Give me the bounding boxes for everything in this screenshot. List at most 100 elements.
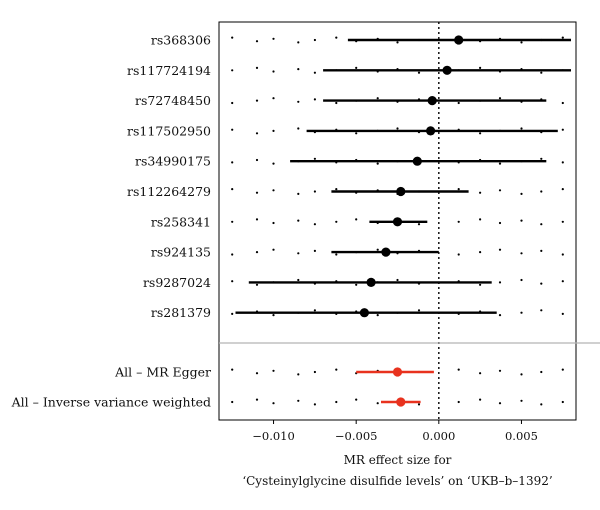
grid-dot [396,127,399,130]
grid-dot [231,161,234,164]
grid-dot [297,278,300,282]
grid-dot [561,368,564,371]
grid-dot [355,66,358,69]
grid-dot [355,283,358,286]
plot-frame [218,21,577,421]
grid-dot [520,252,523,255]
grid-dot [297,100,300,103]
snp-point-estimate [392,217,403,227]
grid-dot [231,280,234,283]
snp-label: rs368306 [151,33,211,48]
grid-dot [272,162,275,165]
grid-dot [272,37,275,40]
snp-label: rs72748450 [135,93,211,108]
grid-dot [540,190,543,193]
snp-label: rs258341 [151,214,211,229]
row-labels: rs368306 rs117724194 rs72748450 rs117502950… [11,33,211,410]
grid-dot [376,162,379,165]
snp-point-estimate [454,35,464,45]
grid-dot [297,399,300,402]
grid-dot [457,400,460,404]
grid-dot [498,162,502,165]
summary-point-estimate [396,397,406,407]
grid-dot [313,98,316,101]
grid-dot [561,280,564,283]
grid-dot [297,41,300,44]
snp-label: rs117724194 [127,63,211,78]
grid-dot [540,282,543,285]
grid-dot [335,36,338,39]
grid-dot [520,127,523,130]
grid-dot [540,223,543,226]
snp-label: rs924135 [151,245,211,260]
grid-dot [417,309,421,312]
grid-dot [313,249,316,252]
grid-dot [313,71,316,74]
grid-dot [335,101,338,105]
grid-dot [335,253,338,256]
x-tick-label: 0.005 [505,429,538,443]
grid-dot [520,41,523,44]
grid-dot [457,253,460,256]
grid-dot [313,190,316,193]
grid-dot [355,398,358,401]
x-tick-label: −0.010 [252,429,295,443]
grid-dot [272,314,275,317]
snp-label: rs34990175 [135,154,211,169]
grid-dot [297,219,300,222]
grid-dot [479,372,482,375]
grid-dot [520,219,523,222]
grid-dot [272,369,275,372]
grid-dot [417,71,421,74]
snp-point-estimate [426,126,436,136]
grid-dot [255,251,259,254]
grid-dot [498,402,502,405]
grid-dot [540,157,543,160]
summary-point-estimate [392,367,403,377]
snp-point-estimate [359,308,369,318]
grid-dot [231,253,234,256]
grid-dot [231,368,234,371]
grid-dot [272,189,275,192]
grid-dot [255,283,259,286]
grid-dot [355,218,358,221]
snp-label: rs117502950 [127,123,211,138]
grid-dot [561,220,564,223]
grid-dot [520,192,523,195]
grid-dot [255,218,259,221]
grid-dot [255,158,259,162]
grid-dot [272,221,275,225]
grid-dot [255,132,259,135]
grid-dot [313,309,316,312]
snp-label: rs9287024 [143,275,211,290]
grid-dot [231,128,234,131]
grid-dot [417,403,421,406]
grid-dot [313,223,316,226]
grid-dot [540,249,543,252]
grid-dot [297,127,300,130]
snp-label: rs281379 [151,305,211,320]
grid-dot [561,188,564,191]
grid-dot [479,283,482,286]
grid-dot [297,373,300,376]
grid-dot [561,161,564,164]
grid-dot [498,369,502,372]
summary-label: All – Inverse variance weighted [11,395,211,410]
grid-dot [255,372,259,375]
grid-dot [520,311,523,314]
x-axis-title-line2: ‘Cysteinylglycine disulfide levels’ on ‘… [242,474,552,488]
grid-dot [561,400,564,404]
snp-label: rs112264279 [127,184,211,199]
x-axis: −0.010 −0.005 0.000 0.005 [252,420,538,443]
grid-dot [255,40,259,43]
grid-dot [272,402,275,405]
grid-dot [498,248,502,251]
snp-point-estimate [381,247,391,257]
grid-dot [335,400,338,404]
grid-dot [520,399,523,402]
snp-point-estimate [427,96,437,106]
grid-dot [255,398,259,401]
grid-dot [272,129,275,132]
grid-dot [313,38,316,42]
